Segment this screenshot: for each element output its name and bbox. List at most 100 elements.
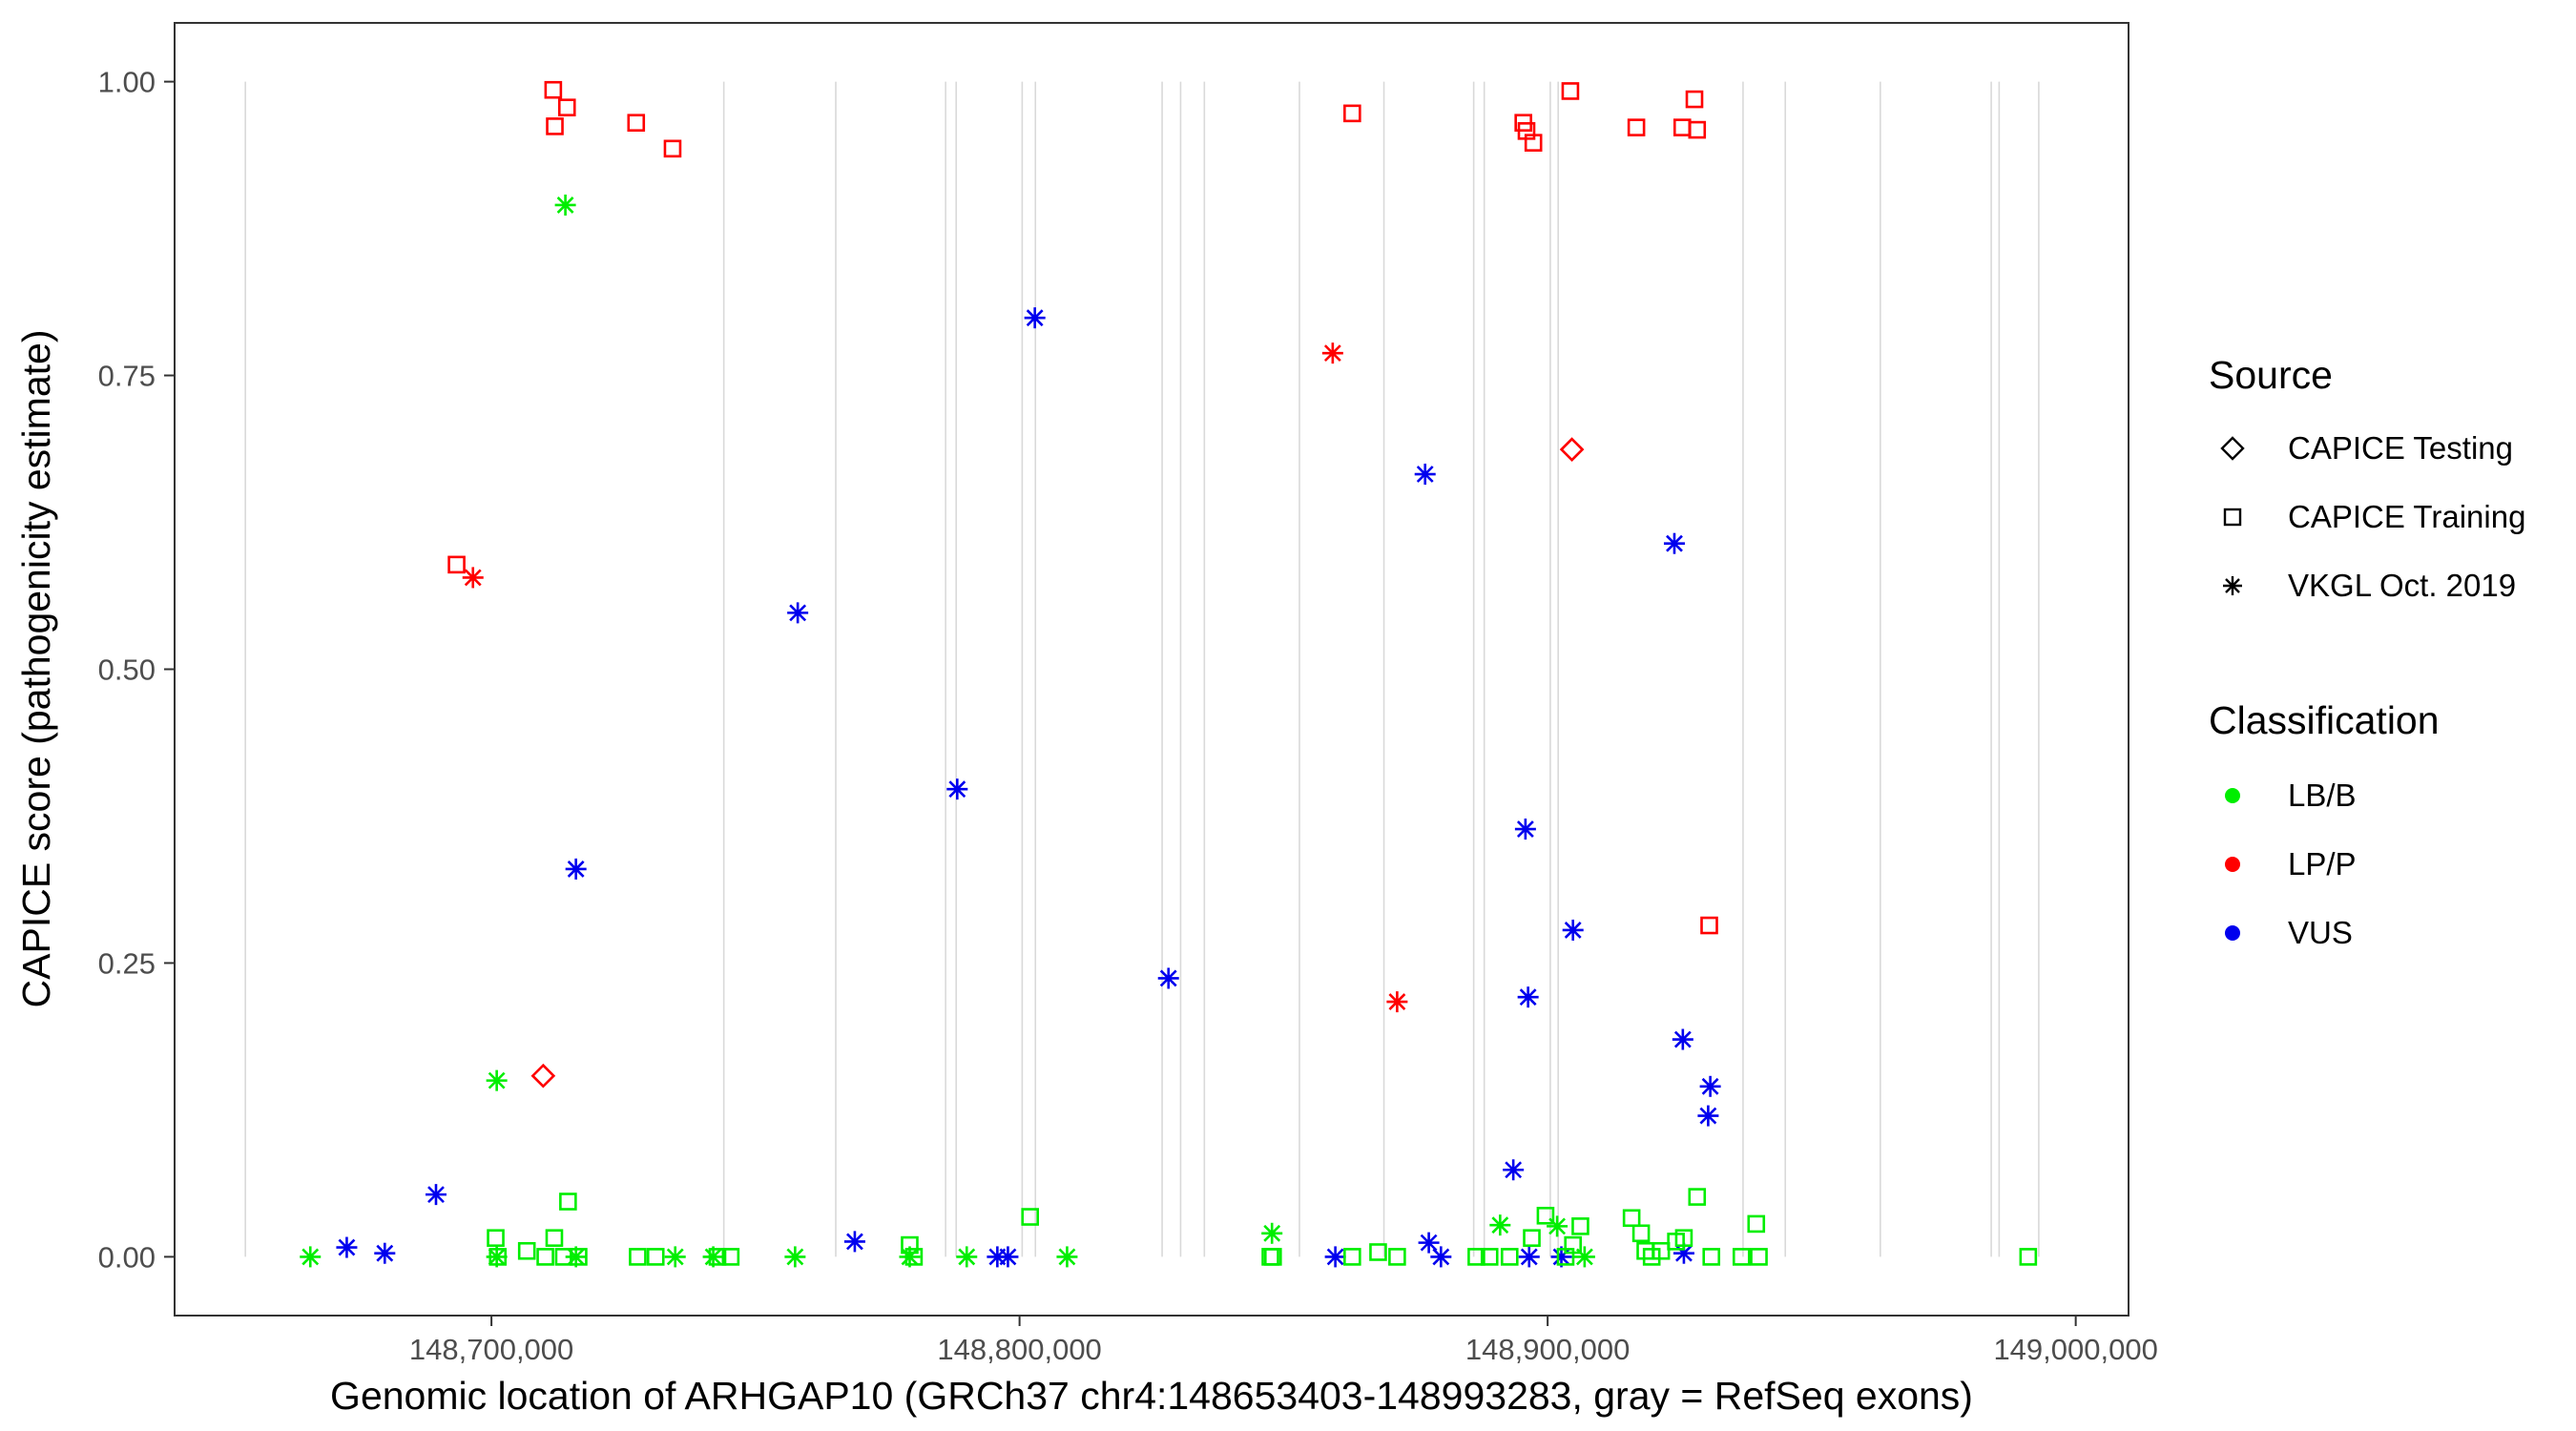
point-square	[1388, 1248, 1406, 1266]
legend-label: LB/B	[2288, 778, 2357, 813]
point-asterisk	[664, 1246, 686, 1268]
point-square	[904, 1248, 924, 1266]
point-square	[1561, 82, 1580, 100]
x-tick-label: 148,800,000	[937, 1333, 1101, 1366]
legend-label: VUS	[2288, 915, 2353, 950]
point-square	[546, 117, 564, 135]
point-square	[536, 1248, 554, 1266]
point-asterisk	[1157, 967, 1179, 989]
point-square	[1622, 1209, 1641, 1228]
legend-label: VKGL Oct. 2019	[2288, 568, 2517, 603]
point-square	[901, 1235, 919, 1255]
point-asterisk	[1514, 819, 1536, 840]
point-asterisk	[554, 194, 576, 216]
point-asterisk	[1573, 1246, 1595, 1268]
point-asterisk	[1024, 307, 1046, 329]
point-square	[646, 1248, 665, 1266]
point-asterisk	[1518, 1246, 1540, 1268]
point-asterisk	[1672, 1028, 1693, 1050]
point-asterisk	[1517, 986, 1539, 1008]
legend-label: CAPICE Training	[2288, 499, 2526, 534]
axes: 0.00 0.25 0.50 0.75 1.00 148,700,000 148,800,0…	[98, 66, 2158, 1366]
point-asterisk	[1418, 1232, 1440, 1254]
point-asterisk	[425, 1184, 447, 1206]
blue-dot-icon	[2225, 925, 2240, 941]
point-asterisk	[336, 1236, 358, 1258]
point-asterisk	[1261, 1222, 1283, 1244]
green-dot-icon	[2225, 788, 2240, 803]
point-square	[1369, 1243, 1387, 1261]
point-square	[1747, 1214, 1766, 1234]
point-asterisk	[1503, 1159, 1525, 1181]
point-asterisk	[1056, 1246, 1078, 1268]
point-square	[487, 1229, 505, 1247]
y-tick-label: 0.75	[98, 360, 156, 393]
point-square	[1524, 134, 1543, 152]
point-square	[1523, 1229, 1541, 1247]
asterisk-icon	[2223, 576, 2242, 595]
point-asterisk	[1489, 1214, 1511, 1236]
point-square	[1652, 1241, 1671, 1260]
point-asterisk	[1663, 532, 1685, 554]
point-square	[1467, 1248, 1485, 1266]
point-asterisk	[462, 567, 484, 589]
point-asterisk	[843, 1231, 865, 1253]
point-square	[1688, 1188, 1707, 1206]
point-square	[570, 1248, 588, 1266]
x-tick-label: 149,000,000	[1993, 1333, 2157, 1366]
y-tick-label: 0.50	[98, 653, 156, 687]
point-asterisk	[1547, 1215, 1568, 1237]
data-points	[300, 80, 2038, 1268]
exon-lines	[244, 81, 2040, 1257]
point-square	[1343, 1248, 1361, 1266]
point-square	[557, 98, 576, 116]
point-asterisk	[300, 1246, 322, 1268]
point-square	[2019, 1248, 2038, 1266]
y-tick-label: 1.00	[98, 66, 156, 99]
legend-source-title: Source	[2209, 353, 2333, 397]
x-tick-label: 148,700,000	[409, 1333, 573, 1366]
red-dot-icon	[2225, 857, 2240, 872]
point-asterisk	[1699, 1075, 1721, 1097]
point-asterisk	[784, 1246, 806, 1268]
diamond-icon	[2220, 436, 2245, 461]
legend-classification-title: Classification	[2209, 698, 2440, 742]
point-asterisk	[946, 778, 968, 800]
point-asterisk	[997, 1246, 1019, 1268]
point-square	[1688, 120, 1707, 139]
point-square	[559, 1192, 577, 1211]
point-asterisk	[787, 602, 809, 624]
point-square	[1500, 1248, 1519, 1266]
point-square	[721, 1248, 740, 1266]
x-tick-label: 148,900,000	[1465, 1333, 1630, 1366]
point-square	[1750, 1248, 1768, 1266]
y-tick-label: 0.00	[98, 1240, 156, 1274]
point-diamond	[1559, 437, 1585, 462]
point-asterisk	[956, 1246, 978, 1268]
point-square	[447, 555, 466, 574]
panel-border	[174, 22, 2129, 1317]
point-diamond	[530, 1063, 556, 1089]
point-square	[708, 1248, 727, 1266]
point-asterisk	[1562, 919, 1584, 941]
y-tick-label: 0.25	[98, 946, 156, 980]
point-square	[544, 80, 563, 99]
panel-background	[175, 23, 2129, 1316]
point-square	[1732, 1248, 1751, 1266]
square-icon	[2223, 508, 2242, 527]
point-square	[627, 114, 646, 133]
legend: Source CAPICE Testing CAPICE Training VK…	[2194, 353, 2566, 983]
point-square	[1631, 1224, 1651, 1243]
point-square	[1480, 1248, 1499, 1266]
point-asterisk	[1430, 1246, 1452, 1268]
point-asterisk	[1697, 1105, 1719, 1127]
point-square	[1021, 1208, 1039, 1226]
point-square	[545, 1229, 564, 1247]
point-asterisk	[1324, 1246, 1346, 1268]
point-square	[629, 1248, 647, 1266]
point-square	[1536, 1206, 1555, 1225]
point-square	[517, 1241, 536, 1260]
x-axis-title: Genomic location of ARHGAP10 (GRCh37 chr…	[330, 1374, 1973, 1418]
point-asterisk	[1321, 342, 1343, 364]
point-asterisk	[565, 858, 587, 880]
